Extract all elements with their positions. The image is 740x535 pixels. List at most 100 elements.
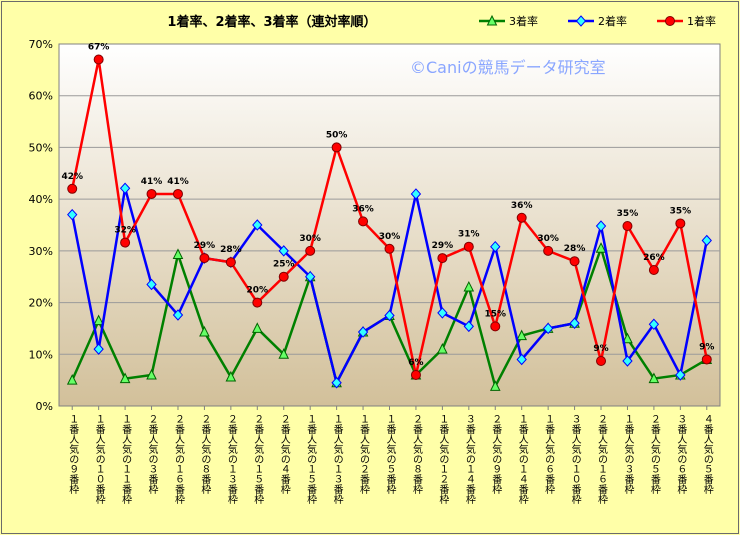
plot-area	[58, 43, 721, 407]
x-tick-label: ２番人気の１５番枠	[252, 414, 264, 505]
data-point	[489, 380, 501, 391]
data-label: 25%	[273, 260, 295, 270]
data-point	[305, 270, 316, 283]
legend-marker	[665, 16, 675, 26]
data-point	[172, 188, 183, 199]
x-tick-label: １番人気の２番枠	[358, 414, 370, 495]
y-tick-label: 20%	[29, 297, 53, 310]
data-point	[119, 182, 131, 195]
data-label: 26%	[643, 253, 665, 263]
data-point	[701, 354, 712, 365]
data-label: 30%	[537, 234, 559, 244]
data-point	[595, 220, 607, 232]
data-label: 36%	[511, 201, 533, 211]
data-point	[490, 240, 501, 253]
x-tick-label: ２番人気の３番枠	[146, 414, 158, 495]
data-point	[172, 248, 184, 259]
data-label: 9%	[593, 344, 608, 354]
data-label: 35%	[670, 206, 692, 216]
data-point	[596, 356, 607, 367]
x-tick-label: １番人気の１５番枠	[305, 414, 317, 505]
data-point	[463, 320, 474, 333]
x-tick-label: １番人気の３番枠	[622, 414, 634, 495]
data-point	[146, 188, 157, 199]
data-point	[66, 374, 78, 385]
series-layer	[66, 54, 713, 391]
data-label: 29%	[432, 241, 454, 251]
data-point	[648, 264, 659, 275]
x-tick-label: １番人気の１０番枠	[93, 414, 105, 505]
legend-label: 1着率	[687, 14, 716, 28]
data-point	[146, 368, 157, 380]
data-point	[569, 317, 580, 330]
data-label: 30%	[299, 234, 321, 244]
data-label: 30%	[379, 232, 401, 242]
y-tick-label: 60%	[29, 90, 53, 103]
data-point	[199, 253, 210, 264]
legend-label: 3着率	[509, 14, 538, 28]
data-label: 42%	[61, 172, 83, 182]
x-tick-label: ３番人気の６番枠	[675, 414, 687, 495]
data-label: 9%	[699, 342, 714, 352]
data-label: 35%	[617, 209, 639, 219]
data-point	[357, 326, 369, 338]
x-tick-label: ２番人気の５番枠	[648, 414, 660, 495]
data-point	[278, 271, 289, 282]
data-point	[120, 237, 131, 248]
data-point	[305, 245, 316, 256]
y-tick-label: 50%	[29, 141, 53, 154]
data-point	[93, 343, 104, 355]
data-point	[622, 355, 633, 367]
data-label: 41%	[167, 177, 189, 187]
x-tick-label: ４番人気の５番枠	[701, 414, 713, 495]
data-point	[252, 219, 263, 231]
data-point	[410, 188, 422, 200]
data-point	[278, 245, 289, 257]
series-circle	[67, 54, 712, 380]
y-tick-label: 0%	[36, 400, 53, 413]
data-label: 31%	[458, 230, 480, 240]
data-point	[437, 253, 448, 264]
x-tick-label: １番人気の１１番枠	[120, 414, 132, 505]
x-tick-label: １番人気の６番枠	[543, 414, 555, 495]
data-point	[490, 321, 501, 332]
data-point	[252, 297, 263, 308]
x-tick-label: ２番人気の１３番枠	[225, 414, 237, 505]
chart-title: 1着率、2着率、3着率（連対率順）	[167, 14, 376, 30]
x-tick-label: １番人気の９番枠	[67, 414, 79, 495]
data-point	[595, 242, 607, 253]
data-point	[278, 348, 290, 359]
data-point	[463, 280, 475, 292]
data-point	[119, 372, 131, 384]
data-point	[358, 216, 369, 227]
y-axis-ticks: 0% 10% 20% 30% 40% 50% 60% 70%	[29, 38, 53, 413]
x-axis-ticks: １番人気の９番枠 １番人気の１０番枠 １番人気の１１番枠 ２番人気の３番枠 ２番人気の１…	[67, 406, 713, 505]
data-point	[463, 241, 474, 252]
x-tick-label: １番人気の１４番枠	[516, 414, 528, 505]
x-tick-label: ２番人気の４番枠	[278, 414, 290, 495]
x-tick-label: １番人気の１２番枠	[437, 414, 449, 505]
data-point	[225, 370, 237, 382]
data-label: 67%	[88, 43, 110, 53]
data-label: 6%	[408, 358, 423, 368]
data-point	[569, 256, 580, 267]
data-point	[384, 309, 395, 322]
x-tick-label: ３番人気の１４番枠	[463, 414, 475, 505]
x-tick-label: ２番人気の１６番枠	[596, 414, 608, 505]
data-label: 41%	[141, 177, 163, 187]
data-point	[648, 372, 660, 384]
x-tick-label: １番人気の５番枠	[384, 414, 396, 495]
data-label: 32%	[114, 226, 136, 236]
data-point	[93, 54, 104, 65]
x-tick-label: ２番人気の８番枠	[199, 414, 211, 495]
data-point	[251, 322, 263, 333]
data-point	[67, 208, 78, 221]
legend-marker	[575, 15, 587, 27]
data-point	[648, 318, 660, 331]
y-tick-label: 10%	[29, 348, 53, 361]
data-point	[437, 307, 448, 319]
legend-label: 2着率	[598, 14, 627, 28]
data-point	[331, 142, 342, 153]
data-point	[675, 369, 686, 381]
